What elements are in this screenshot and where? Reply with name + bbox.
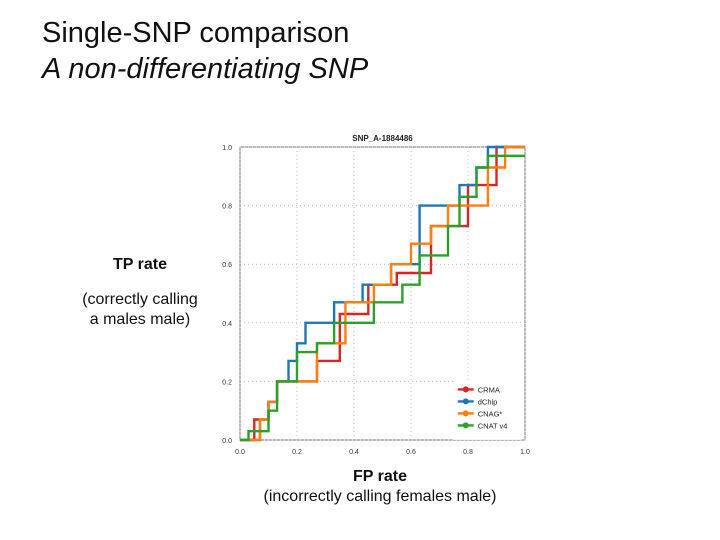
- y-axis-description-line2: a males male): [89, 311, 191, 328]
- x-tick-label: 0.6: [406, 449, 416, 456]
- y-tick-label: 0.2: [222, 379, 232, 386]
- series-line-cnag-: [240, 145, 525, 442]
- roc-chart: 0.0 0.2 0.4 0.6 0.8 1.0 0.0 0.2 0.4 0.6 0.8 1.0 SNP_…: [222, 134, 530, 456]
- x-tick-label: 0.8: [463, 449, 473, 456]
- legend-entry-label: CNAG*: [478, 409, 503, 418]
- legend-entry-label: CNAT v4: [478, 421, 508, 430]
- y-tick-label: 0.0: [222, 438, 232, 445]
- series-line-cnat-v4: [240, 154, 525, 442]
- legend-swatch-marker: [462, 386, 469, 393]
- slide-title: Single-SNP comparison: [42, 17, 350, 49]
- legend-swatch-marker: [462, 410, 469, 417]
- legend-entry-label: CRMA: [478, 385, 500, 394]
- slide-subtitle: A non-differentiating SNP: [42, 53, 369, 85]
- y-axis-description-line1: (correctly calling: [82, 291, 198, 308]
- x-axis-label: FP rate: [353, 468, 407, 485]
- legend-swatch-marker: [462, 398, 469, 405]
- x-tick-label: 0.0: [235, 449, 245, 456]
- y-tick-label: 1.0: [222, 145, 232, 152]
- y-axis-description: (correctly calling a males male): [60, 290, 220, 330]
- x-tick-label: 1.0: [520, 449, 530, 456]
- x-axis-description: (incorrectly calling females male): [263, 488, 497, 505]
- legend-swatch-marker: [462, 422, 469, 429]
- y-tick-label: 0.4: [222, 321, 232, 328]
- chart-title: SNP_A-1884486: [352, 134, 413, 143]
- y-tick-label: 0.6: [222, 262, 232, 269]
- y-tick-label: 0.8: [222, 204, 232, 211]
- x-tick-label: 0.2: [292, 449, 302, 456]
- legend-entry-label: dChip: [478, 397, 498, 406]
- y-axis-label: TP rate: [113, 256, 167, 273]
- x-tick-label: 0.4: [349, 449, 359, 456]
